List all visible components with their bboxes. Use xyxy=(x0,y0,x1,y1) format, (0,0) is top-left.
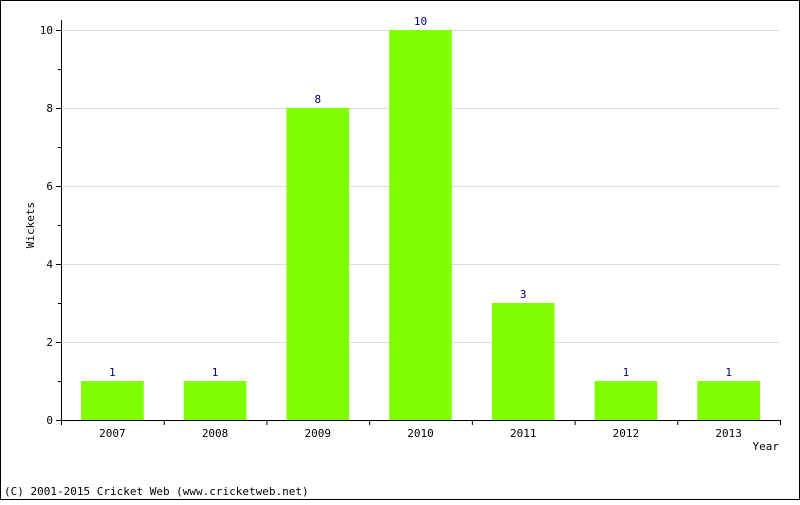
bar-2008 xyxy=(183,381,247,420)
y-tick-label-2: 2 xyxy=(46,336,53,349)
y-tick-label-8: 8 xyxy=(46,102,53,115)
x-tick-label-2011: 2011 xyxy=(510,427,537,440)
data-label-2007: 1 xyxy=(109,366,116,379)
data-label-2011: 3 xyxy=(520,288,527,301)
x-tick-label-2009: 2009 xyxy=(305,427,332,440)
x-tick-label-2007: 2007 xyxy=(99,427,126,440)
x-tick-label-2010: 2010 xyxy=(407,427,434,440)
y-tick-label-4: 4 xyxy=(46,258,53,271)
bar-2013 xyxy=(697,381,760,420)
y-tick-label-6: 6 xyxy=(46,180,53,193)
data-label-2012: 1 xyxy=(623,366,630,379)
copyright-footer: (C) 2001-2015 Cricket Web (www.cricketwe… xyxy=(4,485,309,498)
bar-2009 xyxy=(286,108,350,420)
x-tick-label-2008: 2008 xyxy=(202,427,229,440)
x-tick-label-2012: 2012 xyxy=(613,427,640,440)
labels: 0 2 4 6 8 10 1 2007 1 2008 8 2009 10 2010 3 2011 1 2012 1 2… xyxy=(40,15,742,440)
bar-2010 xyxy=(389,30,452,420)
data-label-2013: 1 xyxy=(725,366,732,379)
x-axis-title: Year xyxy=(753,440,780,453)
data-label-2009: 8 xyxy=(314,93,321,106)
x-tick-label-2013: 2013 xyxy=(715,427,742,440)
bars xyxy=(81,30,760,420)
data-label-2010: 10 xyxy=(414,15,427,28)
bar-2007 xyxy=(81,381,144,420)
data-label-2008: 1 xyxy=(212,366,219,379)
bar-2012 xyxy=(594,381,658,420)
y-tick-label-10: 10 xyxy=(40,24,53,37)
axes xyxy=(56,20,781,425)
y-tick-label-0: 0 xyxy=(46,414,53,427)
y-axis-title: Wickets xyxy=(24,202,37,248)
bar-2011 xyxy=(491,303,555,420)
